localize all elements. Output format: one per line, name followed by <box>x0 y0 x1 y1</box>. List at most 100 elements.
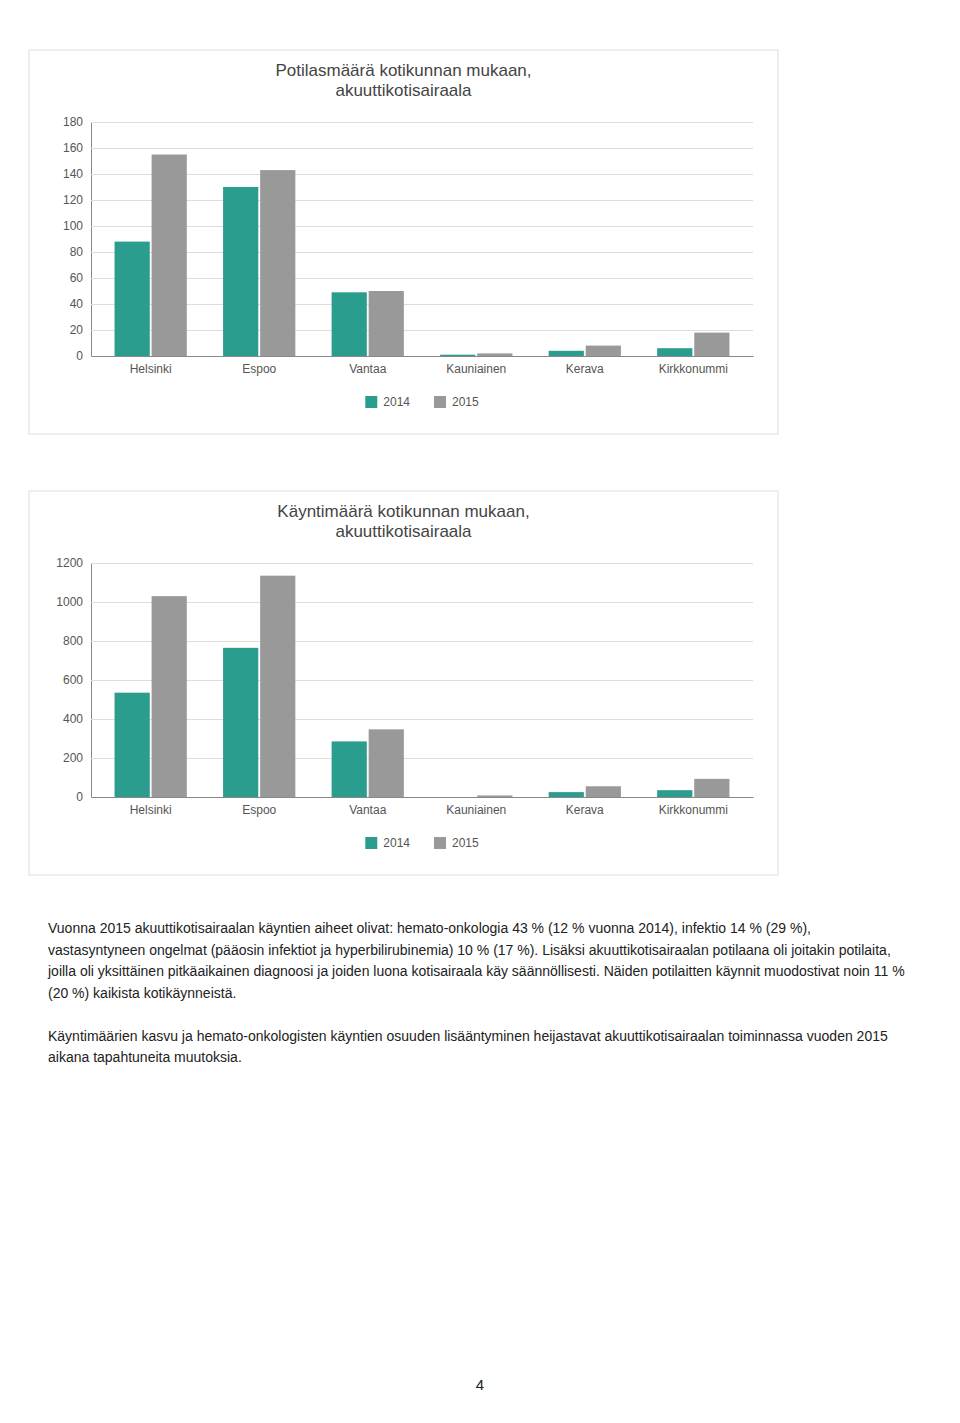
chart-title: Potilasmäärä kotikunnan mukaan,akuuttiko… <box>275 61 531 100</box>
legend-label: 2015 <box>452 395 479 409</box>
grid-line <box>91 122 753 123</box>
y-tick-label: 0 <box>76 790 83 804</box>
x-tick-label: Kirkkonummi <box>659 362 728 376</box>
bar <box>657 790 692 797</box>
x-tick-label: Espoo <box>242 362 276 376</box>
bar <box>440 355 475 356</box>
bar <box>223 648 258 797</box>
chart-frame <box>29 50 778 434</box>
y-tick-label: 80 <box>70 245 84 259</box>
grid-line <box>91 252 753 253</box>
bar <box>694 333 729 356</box>
x-tick-label: Espoo <box>242 803 276 817</box>
paragraph: Käyntimäärien kasvu ja hemato-onkologist… <box>48 1026 912 1069</box>
legend-item: 2014 <box>365 836 410 850</box>
bar-series <box>115 187 693 356</box>
y-tick-label: 160 <box>63 141 83 155</box>
legend-item: 2014 <box>365 395 410 409</box>
x-tick-label: Kirkkonummi <box>659 803 728 817</box>
x-tick-label: Vantaa <box>349 803 386 817</box>
bar <box>152 155 187 357</box>
bar <box>152 596 187 797</box>
y-axis: 020406080100120140160180 <box>63 115 753 363</box>
grid-line <box>91 758 753 759</box>
y-tick-label: 40 <box>70 297 84 311</box>
legend: 2014 2015 <box>365 836 479 850</box>
grid-line <box>91 719 753 720</box>
charts-canvas: Potilasmäärä kotikunnan mukaan,akuuttiko… <box>0 0 960 900</box>
x-tick: Kerava <box>566 803 604 817</box>
bar <box>260 576 295 797</box>
bar <box>586 786 621 797</box>
y-tick-label: 120 <box>63 193 83 207</box>
x-tick: Helsinki <box>130 362 172 376</box>
x-tick-label: Kerava <box>566 362 604 376</box>
grid-line <box>91 200 753 201</box>
chart-title-line: Käyntimäärä kotikunnan mukaan, <box>277 502 529 521</box>
bar <box>477 795 512 797</box>
page-number: 4 <box>0 1376 960 1393</box>
y-axis: 020040060080010001200 <box>56 556 753 804</box>
body-text: Vuonna 2015 akuuttikotisairaalan käyntie… <box>48 918 912 1090</box>
chart: Potilasmäärä kotikunnan mukaan,akuuttiko… <box>29 50 778 434</box>
y-axis-line <box>92 123 754 357</box>
bar <box>586 346 621 356</box>
bars <box>115 576 730 797</box>
x-axis-line <box>92 356 754 357</box>
y-tick-label: 140 <box>63 167 83 181</box>
x-tick: Kauniainen <box>446 362 506 376</box>
y-tick-label: 180 <box>63 115 83 129</box>
x-tick: Espoo <box>242 803 276 817</box>
chart-title-line: akuuttikotisairaala <box>335 81 472 100</box>
y-tick-label: 20 <box>70 323 84 337</box>
grid-line <box>91 641 753 642</box>
chart-title-line: akuuttikotisairaala <box>335 522 472 541</box>
legend-item: 2015 <box>434 395 479 409</box>
y-tick-label: 100 <box>63 219 83 233</box>
paragraph: Vuonna 2015 akuuttikotisairaalan käyntie… <box>48 918 912 1005</box>
bar <box>694 779 729 797</box>
legend-label: 2014 <box>383 395 410 409</box>
bar <box>369 729 404 797</box>
x-tick: Kauniainen <box>446 803 506 817</box>
grid-line <box>91 330 753 331</box>
grid-line <box>91 148 753 149</box>
grid-line <box>91 226 753 227</box>
x-tick: Vantaa <box>349 362 386 376</box>
grid-line <box>91 304 753 305</box>
bars <box>115 155 730 357</box>
bar <box>223 187 258 356</box>
x-tick: Kirkkonummi <box>659 803 728 817</box>
grid-line <box>91 278 753 279</box>
grid-line <box>91 602 753 603</box>
y-tick-label: 600 <box>63 673 83 687</box>
x-tick: Espoo <box>242 362 276 376</box>
y-tick-label: 60 <box>70 271 84 285</box>
y-tick-label: 800 <box>63 634 83 648</box>
x-tick: Helsinki <box>130 803 172 817</box>
y-tick: 1200 <box>56 556 753 570</box>
x-tick-label: Kerava <box>566 803 604 817</box>
x-tick-label: Helsinki <box>130 803 172 817</box>
y-tick: 160 <box>63 141 753 155</box>
bar <box>440 797 475 798</box>
x-axis: Helsinki Espoo Vantaa Kauniainen Kerava Kirkk… <box>92 357 754 376</box>
legend-item: 2015 <box>434 836 479 850</box>
chart-title: Käyntimäärä kotikunnan mukaan,akuuttikot… <box>277 502 529 541</box>
grid-line <box>91 356 753 357</box>
chart-frame <box>29 491 778 875</box>
x-tick-label: Helsinki <box>130 362 172 376</box>
grid-line <box>91 563 753 564</box>
bar <box>115 242 150 356</box>
legend-label: 2014 <box>383 836 410 850</box>
y-tick-label: 400 <box>63 712 83 726</box>
x-tick-label: Kauniainen <box>446 362 506 376</box>
y-tick-label: 1000 <box>56 595 83 609</box>
grid-line <box>91 797 753 798</box>
x-tick: Kirkkonummi <box>659 362 728 376</box>
grid-line <box>91 174 753 175</box>
bar <box>332 741 367 797</box>
bar <box>549 351 584 356</box>
legend-swatch <box>365 837 377 849</box>
y-axis-line <box>92 564 754 798</box>
